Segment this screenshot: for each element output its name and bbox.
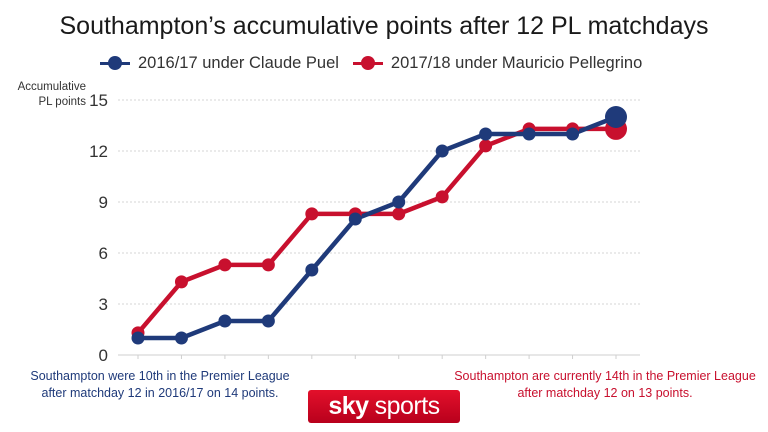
series-0-point-10 [522,127,536,141]
legend-label-2016-17: 2016/17 under Claude Puel [138,53,339,72]
series-1-point-8 [435,190,449,204]
legend-item-2017-18: 2017/18 under Mauricio Pellegrino [352,53,643,73]
series-line-1 [136,126,616,335]
series-0-point-12 [605,106,627,128]
series-0-point-7 [392,195,406,209]
logo-sky-text: sky [328,392,369,420]
chart-legend: 2016/17 under Claude Puel 2017/18 under … [100,52,656,74]
y-tick-label-9: 9 [99,193,108,212]
note-2017-18: Southampton are currently 14th in the Pr… [454,369,756,400]
series-0-point-8 [435,144,449,158]
series-0-point-6 [348,212,362,226]
series-1-point-7 [392,207,406,221]
y-tick-label-6: 6 [99,244,108,263]
note-2016-17: Southampton were 10th in the Premier Lea… [30,369,290,400]
series-line-0 [138,114,617,341]
legend-swatch-2016-17 [100,56,130,70]
series-0-point-2 [174,331,188,345]
series-0-point-1 [131,331,145,345]
series-0-point-3 [218,314,232,328]
series-1-point-4 [261,258,275,272]
series-1-point-2 [174,275,188,289]
legend-swatch-2017-18 [352,56,383,70]
y-tick-label-12: 12 [89,142,108,161]
series-1-point-9 [479,139,493,153]
series-1-point-5 [305,207,319,221]
logo-sports-text: sports [374,392,441,420]
series-1-point-3 [218,258,232,272]
series-0-point-5 [305,263,319,277]
chart-title: Southampton’s accumulative points after … [59,12,709,40]
series-0-point-11 [566,127,580,141]
legend-item-2016-17: 2016/17 under Claude Puel [100,54,339,73]
series-0-point-9 [479,127,493,141]
y-tick-label-3: 3 [99,295,108,314]
y-tick-label-15: 15 [89,91,108,110]
legend-label-2017-18: 2017/18 under Mauricio Pellegrino [390,53,643,72]
y-tick-label-0: 0 [99,346,108,365]
sky-sports-logo: sky sports [308,390,460,423]
y-axis-label: Accumulative PL points [17,81,86,108]
series-0-point-4 [261,314,275,328]
